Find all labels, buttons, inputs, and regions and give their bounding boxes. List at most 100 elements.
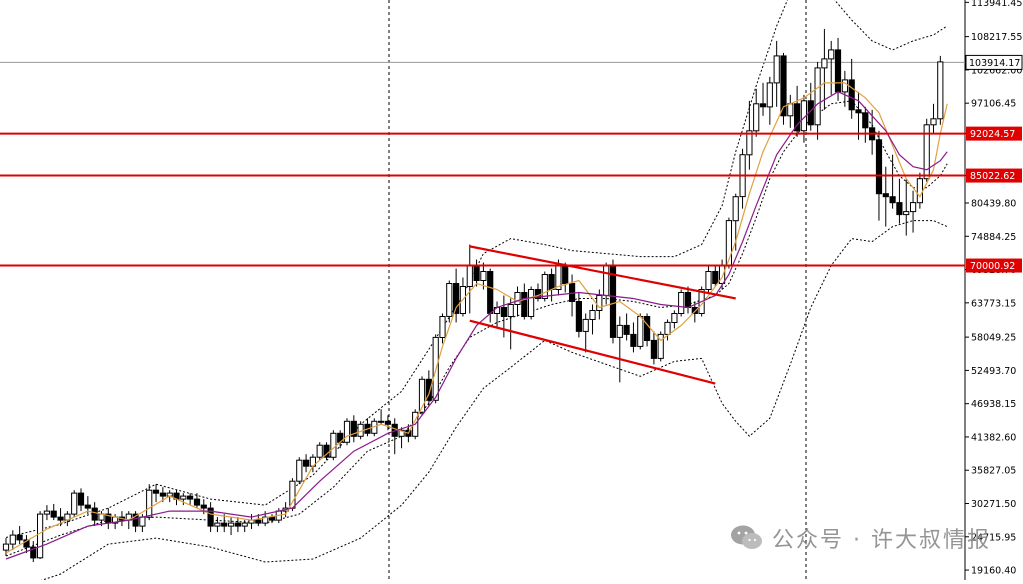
candle-body-up [841, 79, 848, 93]
candle-body-down [30, 546, 37, 559]
y-tick-label: 108217.55 [971, 32, 1022, 43]
candle [712, 265, 719, 287]
candle-body-up [528, 289, 535, 317]
candle [343, 418, 351, 446]
candle [453, 268, 460, 323]
candle [896, 178, 903, 224]
candle-body-down [500, 307, 507, 317]
y-tick-label: 52493.70 [971, 366, 1016, 377]
candle [562, 262, 569, 293]
candle-body-down [453, 283, 460, 314]
candle-body-down [521, 292, 528, 317]
candle-body-down [50, 510, 57, 518]
candle [466, 244, 473, 314]
candle-body-up [657, 333, 664, 359]
candle [64, 511, 71, 527]
candle [50, 503, 57, 521]
bollinger-lower [28, 220, 948, 584]
candle-body-down [862, 112, 869, 129]
candle [889, 154, 896, 209]
candle-body-up [596, 295, 603, 311]
candle [739, 148, 746, 209]
candle [105, 508, 112, 530]
candle-body-up [378, 420, 385, 423]
candle-body-up [296, 459, 303, 482]
candle [848, 58, 855, 119]
candle-body-up [514, 292, 521, 305]
candle-body-up [289, 480, 296, 509]
candle-body-down [193, 498, 201, 506]
candle-body-up [746, 130, 753, 156]
candle-body-up [664, 321, 671, 335]
candle-body-up [678, 292, 685, 314]
candle-body-down [234, 522, 242, 527]
candle-body-down [255, 519, 262, 524]
candle-body-down [575, 301, 582, 332]
candle [548, 268, 555, 302]
candle [43, 505, 50, 521]
wechat-icon [731, 525, 763, 549]
candle-body-down [882, 193, 889, 198]
candle [671, 310, 678, 329]
candle [644, 313, 651, 347]
candle [937, 55, 944, 125]
ma-fast-line [5, 82, 948, 554]
candle [146, 484, 153, 521]
candle-body-down [84, 504, 91, 509]
bollinger-middle [5, 100, 948, 557]
candle [828, 40, 835, 95]
candle-body-down [896, 202, 903, 216]
candle [575, 292, 582, 338]
candle [193, 493, 201, 509]
candle [16, 526, 23, 545]
bollinger-upper [5, 0, 948, 538]
level-label: 70000.92 [970, 261, 1015, 272]
candle [787, 94, 794, 128]
candle [589, 304, 596, 335]
candle [882, 166, 889, 227]
candle-body-down [132, 513, 139, 527]
candle [493, 301, 501, 329]
candle [569, 274, 576, 317]
candle-body-up [214, 522, 221, 527]
candle-body-up [766, 82, 773, 108]
candle-body-down [200, 504, 207, 509]
candle-body-up [398, 429, 405, 437]
candle [780, 52, 787, 125]
current-price-box [965, 54, 1023, 70]
candle-body-up [732, 196, 739, 222]
candle [91, 502, 98, 527]
candle [384, 415, 391, 431]
candle-body-down [759, 103, 767, 108]
candle [187, 493, 194, 506]
candle-body-up [480, 271, 487, 281]
candle-body-down [207, 507, 214, 527]
candle-body-down [875, 139, 883, 195]
candle-body-down [221, 522, 228, 527]
candle [316, 442, 323, 461]
y-tick-label: 113941.45 [971, 0, 1022, 9]
candle-body-up [671, 313, 678, 323]
candle [221, 514, 228, 533]
candle [855, 91, 862, 140]
candle [821, 28, 828, 110]
candle [330, 430, 337, 461]
candle [916, 172, 923, 209]
candle [794, 85, 801, 137]
candle-body-up [241, 522, 248, 527]
candle-body-down [159, 492, 167, 497]
candle [152, 484, 160, 503]
candle-body-down [848, 79, 855, 111]
candle [664, 319, 671, 341]
candle [678, 289, 685, 317]
candle-body-down [350, 420, 357, 437]
candle [766, 76, 773, 125]
watermark-text: 公众号 · 许大叔情报 [772, 528, 991, 553]
candle [132, 511, 139, 533]
candle-body-up [228, 522, 235, 527]
candle [623, 313, 630, 341]
candle [268, 514, 276, 524]
candle-body-up [787, 103, 794, 117]
